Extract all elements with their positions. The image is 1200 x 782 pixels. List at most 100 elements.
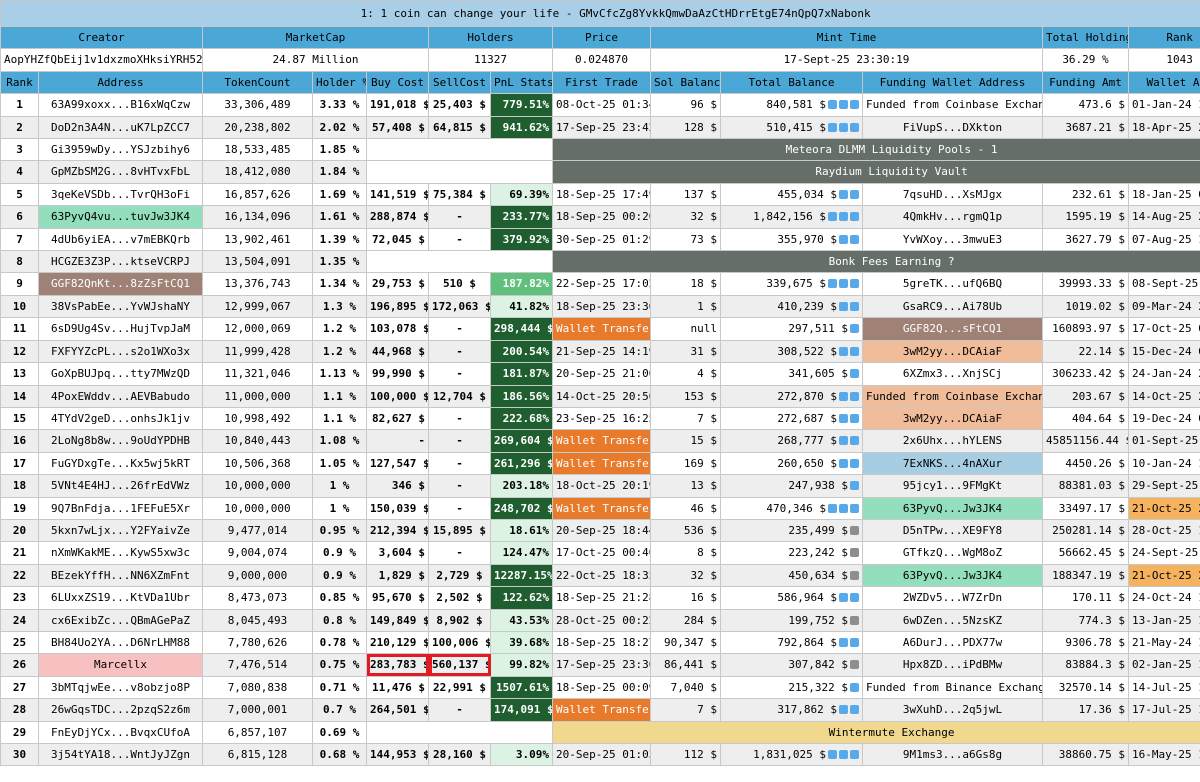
funding-wallet-cell[interactable]: GGF82Q...sFtCQ1 [862, 317, 1043, 341]
wallet-age-cell: 01-Sept-25 16:49 [1127, 429, 1200, 453]
tokencount-cell: 9,004,074 [202, 541, 313, 565]
holder-cell: 1.08 % [312, 429, 367, 453]
address-cell[interactable]: cx6ExibZc...QBmAGePaZ [38, 608, 203, 632]
creator-address[interactable]: AopYHZfQbEij1v1dxzmoXHksiYRH52xhTu5auXZj… [0, 48, 203, 72]
total-holding-value: 36.29 % [1042, 48, 1129, 72]
address-cell[interactable]: 3j54tYA18...WntJyJZgn [38, 742, 203, 767]
tokencount-cell: 6,857,107 [202, 720, 313, 745]
first-trade-cell: 18-Sep-25 00:09 [552, 675, 651, 700]
funding-wallet-cell[interactable]: 6wDZen...5NzsKZ [862, 608, 1043, 632]
col-funding-amt[interactable]: Funding Amt [1042, 70, 1129, 95]
funding-wallet-cell[interactable]: 2x6Uhx...hYLENS [862, 429, 1043, 453]
token-blue-icon [839, 503, 848, 513]
address-cell[interactable]: 4dUb6yiEA...v7mEBKQrb [38, 227, 203, 252]
address-cell[interactable]: 63PyvQ4vu...tuvJw3JK4 [38, 205, 203, 229]
address-cell[interactable]: FuGYDxgTe...Kx5wj5kRT [38, 451, 203, 476]
col-total-balance[interactable]: Total Balance [720, 70, 863, 95]
col-first-trade[interactable]: First Trade [552, 70, 651, 95]
buy-cost-cell: 100,000 $ [366, 384, 429, 408]
funding-wallet-cell[interactable]: 6XZmx3...XnjSCj [862, 362, 1043, 386]
token-blue-icon [850, 301, 859, 311]
funding-wallet-cell[interactable]: Funded from Binance Exchange [862, 675, 1043, 700]
holder-cell: 1.35 % [312, 250, 367, 274]
funding-wallet-cell[interactable]: Hpx8ZD...iPdBMw [862, 653, 1043, 677]
sell-cost-cell: - [428, 698, 491, 722]
address-cell[interactable]: 26wGqsTDC...2pzqS2z6m [38, 698, 203, 722]
funding-wallet-cell[interactable]: 5greTK...ufQ6BQ [862, 272, 1043, 296]
col-rank[interactable]: Rank [0, 70, 39, 95]
funding-wallet-cell[interactable]: A6DurJ...PDX77w [862, 630, 1043, 655]
address-cell[interactable]: BEzekYffH...NN6XZmFnt [38, 563, 203, 588]
col-wallet-age[interactable]: Wallet Age [1127, 70, 1200, 95]
first-trade-cell: 21-Sep-25 14:19 [552, 339, 651, 364]
address-cell[interactable]: 3bMTqjwEe...v8obzjo8P [38, 675, 203, 700]
wallet-age-cell: 14-Oct-25 20:29 [1127, 384, 1200, 408]
address-cell[interactable]: HCGZE3Z3P...ktseVCRPJ [38, 250, 203, 274]
first-trade-cell: Wallet Transfer [552, 698, 651, 722]
address-cell[interactable]: 38VsPabEe...YvWJshaNY [38, 294, 203, 319]
funding-wallet-cell[interactable]: 9M1ms3...a6Gs8g [862, 742, 1043, 767]
address-cell[interactable]: FnEyDjYCx...BvqxCUfoA [38, 720, 203, 745]
funding-wallet-cell[interactable]: D5nTPw...XE9FY8 [862, 518, 1043, 543]
col-funding-wallet[interactable]: Funding Wallet Address [862, 70, 1043, 95]
address-cell[interactable]: 6sD9Ug4Sv...HujTvpJaM [38, 317, 203, 341]
funding-wallet-cell[interactable]: 3wM2yy...DCAiaF [862, 339, 1043, 364]
address-cell[interactable]: GGF82QnKt...8zZsFtCQ1 [38, 272, 203, 296]
total-balance-cell: 840,581 $ [720, 93, 863, 117]
col-sell-cost[interactable]: SellCost [428, 70, 491, 95]
address-cell[interactable]: GoXpBUJpq...tty7MWzQD [38, 362, 203, 386]
buy-cost-cell: 141,519 $ [366, 182, 429, 207]
address-cell[interactable]: FXFYYZcPL...s2o1WXo3x [38, 339, 203, 364]
address-cell[interactable]: GpMZbSM2G...8vHTvxFbL [38, 160, 203, 184]
funding-wallet-cell[interactable]: 7ExNKS...4nAXur [862, 451, 1043, 476]
address-cell[interactable]: 6LUxxZS19...KtVDa1Ubr [38, 586, 203, 610]
address-cell[interactable]: 9Q7BnFdja...1FEFuE5Xr [38, 496, 203, 520]
address-cell[interactable]: 5kxn7wLjx...Y2FYaivZe [38, 518, 203, 543]
address-cell[interactable]: 5VNt4E4HJ...26frEdVWz [38, 474, 203, 498]
address-cell[interactable]: Gi3959wDy...YSJzbihy6 [38, 138, 203, 162]
funding-wallet-cell[interactable]: 3wXuhD...2q5jwL [862, 698, 1043, 722]
address-cell[interactable]: 2LoNg8b8w...9oUdYPDHB [38, 429, 203, 453]
funding-wallet-cell[interactable]: 63PyvQ...Jw3JK4 [862, 563, 1043, 588]
funding-wallet-cell[interactable]: 2WZDv5...W7ZrDn [862, 586, 1043, 610]
sell-cost-cell: 2,729 $ [428, 563, 491, 588]
address-cell[interactable]: Marcellx [38, 653, 203, 677]
funding-wallet-cell[interactable]: GTfkzQ...WgM8oZ [862, 541, 1043, 565]
tokencount-cell: 7,780,626 [202, 630, 313, 655]
col-sol-balance[interactable]: Sol Balance [650, 70, 721, 95]
address-cell[interactable]: 4PoxEWddv...AEVBabudo [38, 384, 203, 408]
token-blue-icon [839, 234, 848, 244]
funding-wallet-cell[interactable]: FiVupS...DXkton [862, 115, 1043, 140]
address-cell[interactable]: 3qeKeVSDb...TvrQH3oFi [38, 182, 203, 207]
address-cell[interactable]: BH84Uo2YA...D6NrLHM88 [38, 630, 203, 655]
address-cell[interactable]: 63A99xoxx...B16xWqCzw [38, 93, 203, 117]
tokencount-cell: 18,533,485 [202, 138, 313, 162]
funding-wallet-cell[interactable]: YvWXoy...3mwuE3 [862, 227, 1043, 252]
address-cell[interactable]: 4TYdV2geD...onhsJk1jv [38, 406, 203, 431]
funding-wallet-cell[interactable]: 3wM2yy...DCAiaF [862, 406, 1043, 431]
funding-wallet-cell[interactable]: GsaRC9...Ai78Ub [862, 294, 1043, 319]
column-header-row: Rank Address TokenCount Holder % Buy Cos… [0, 70, 1200, 95]
col-pnl[interactable]: PnL Stats [490, 70, 553, 95]
holder-cell: 0.7 % [312, 698, 367, 722]
col-address[interactable]: Address [38, 70, 203, 95]
funding-amt-cell: 473.6 $ [1042, 93, 1129, 117]
funding-wallet-cell[interactable]: 7qsuHD...XsMJgx [862, 182, 1043, 207]
funding-wallet-cell[interactable]: 63PyvQ...Jw3JK4 [862, 496, 1043, 520]
funding-wallet-cell[interactable]: Funded from Coinbase Exchange [862, 384, 1043, 408]
funding-wallet-cell[interactable]: 4QmkHv...rgmQ1p [862, 205, 1043, 229]
tokencount-cell: 7,476,514 [202, 653, 313, 677]
col-buy-cost[interactable]: Buy Cost [366, 70, 429, 95]
first-trade-cell: 23-Sep-25 16:25 [552, 406, 651, 431]
col-holder[interactable]: Holder % [312, 70, 367, 95]
buy-cost-cell: 346 $ [366, 474, 429, 498]
address-cell[interactable]: nXmWKakME...KywS5xw3c [38, 541, 203, 565]
address-cell[interactable]: DoD2n3A4N...uK7LpZCC7 [38, 115, 203, 140]
funding-wallet-cell[interactable]: Funded from Coinbase Exchange [862, 93, 1043, 117]
col-tokencount[interactable]: TokenCount [202, 70, 313, 95]
rank-cell: 17 [0, 451, 39, 476]
funding-wallet-cell[interactable]: 95jcy1...9FMgKt [862, 474, 1043, 498]
sol-balance-cell: 46 $ [650, 496, 721, 520]
funding-amt-cell: 170.11 $ [1042, 586, 1129, 610]
holder-cell: 1 % [312, 474, 367, 498]
